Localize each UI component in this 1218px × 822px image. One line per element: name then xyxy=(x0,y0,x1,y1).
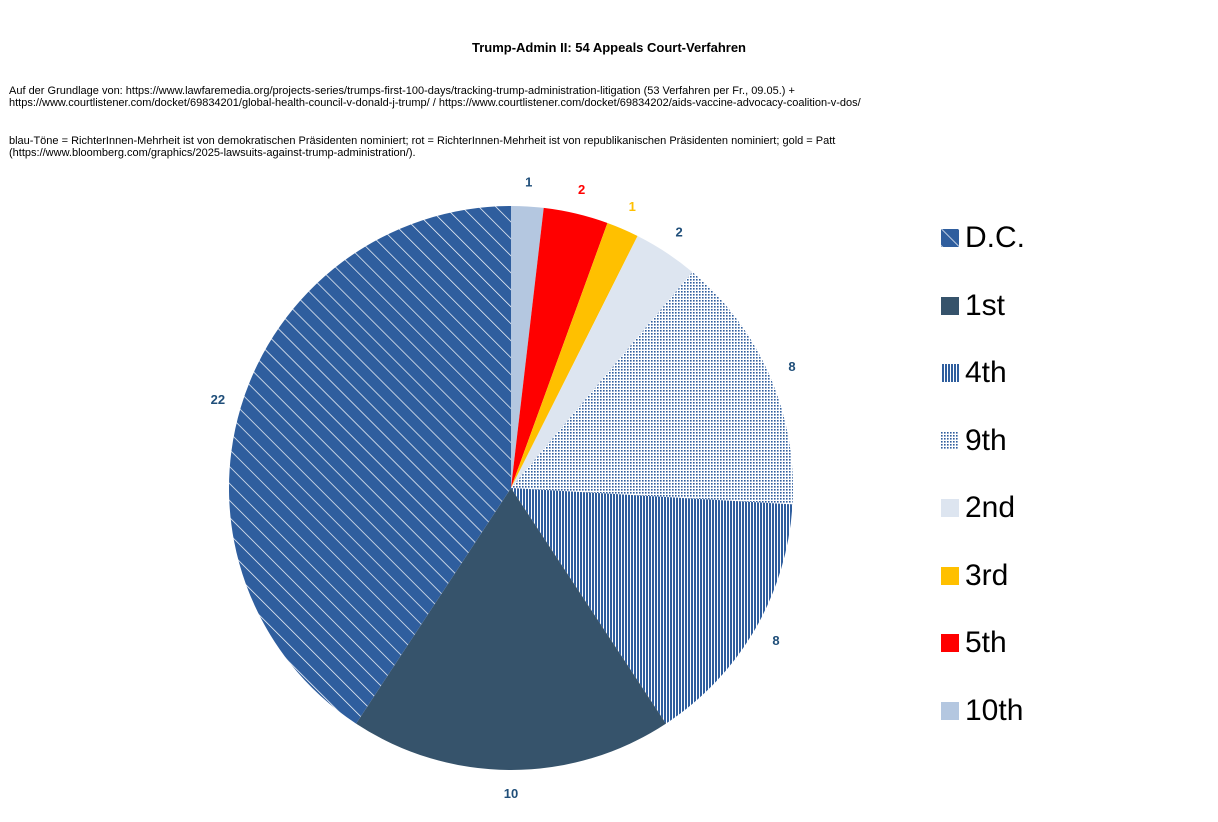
pie-slice-5th xyxy=(511,207,608,488)
legend-item-4th: 4th xyxy=(941,353,1007,393)
legend-label-9th: 9th xyxy=(965,423,1007,457)
color-legend-note: blau-Töne = RichterInnen-Mehrheit ist vo… xyxy=(9,135,1209,159)
pie-slice-9th xyxy=(511,271,793,505)
source-note: Auf der Grundlage von: https://www.lawfa… xyxy=(9,85,1209,109)
legend-item-2nd: 2nd xyxy=(941,488,1015,528)
legend-item-10th: 10th xyxy=(941,691,1023,731)
legend-item-d-c: D.C. xyxy=(941,218,1025,258)
legend-label-10th: 10th xyxy=(965,693,1024,727)
legend-label-5th: 5th xyxy=(965,626,1007,659)
pie-slice-d-c xyxy=(228,206,511,724)
legend-swatch-10th xyxy=(941,701,959,720)
legend-item-9th: 9th xyxy=(941,421,1007,461)
legend-swatch-2nd xyxy=(941,499,959,517)
legend-label-2nd: 2nd xyxy=(965,491,1016,524)
chart-title: Trump-Admin II: 54 Appeals Court-Verfahr… xyxy=(471,40,746,55)
color-legend-note-line-2: (https://www.bloomberg.com/graphics/2025… xyxy=(9,147,416,159)
legend-item-5th: 5th xyxy=(941,623,1007,663)
data-label-10th: 1 xyxy=(525,175,532,190)
data-label-2nd: 2 xyxy=(675,224,682,239)
data-label-4th: 8 xyxy=(772,633,779,648)
legend-swatch-3rd xyxy=(941,566,959,585)
data-label-1st: 10 xyxy=(504,786,518,801)
pie-slice-4th xyxy=(511,488,793,724)
legend-swatch-4th xyxy=(941,364,959,382)
data-label-9th: 8 xyxy=(788,359,795,374)
data-label-3rd: 1 xyxy=(629,199,636,214)
pie-slices xyxy=(228,206,793,771)
legend-label-3rd: 3rd xyxy=(965,558,1009,592)
legend-swatch-9th xyxy=(941,431,959,450)
source-note-line-1: Auf der Grundlage von: https://www.lawfa… xyxy=(9,85,795,97)
color-legend-note-line-1: blau-Töne = RichterInnen-Mehrheit ist vo… xyxy=(9,135,836,147)
legend-item-3rd: 3rd xyxy=(941,556,1008,596)
source-note-line-2: https://www.courtlistener.com/docket/698… xyxy=(9,97,861,109)
legend-swatch-5th xyxy=(941,634,959,652)
legend-label-4th: 4th xyxy=(965,356,1007,389)
legend-swatch-d-c xyxy=(941,229,959,247)
legend-item-1st: 1st xyxy=(941,286,1005,326)
pie-data-labels: 1 2 1 2 8 8 10 22 xyxy=(211,175,796,802)
legend-label-1st: 1st xyxy=(965,288,1006,322)
pie-slice-1st xyxy=(356,488,666,771)
data-label-5th: 2 xyxy=(578,182,585,197)
data-label-d-c: 22 xyxy=(211,392,225,407)
pie-slice-10th xyxy=(511,206,544,488)
legend-label-d-c: D.C. xyxy=(965,221,1025,254)
pie-slice-3rd xyxy=(511,223,638,488)
legend-swatch-1st xyxy=(941,296,959,315)
pie-slice-2nd xyxy=(511,236,693,488)
